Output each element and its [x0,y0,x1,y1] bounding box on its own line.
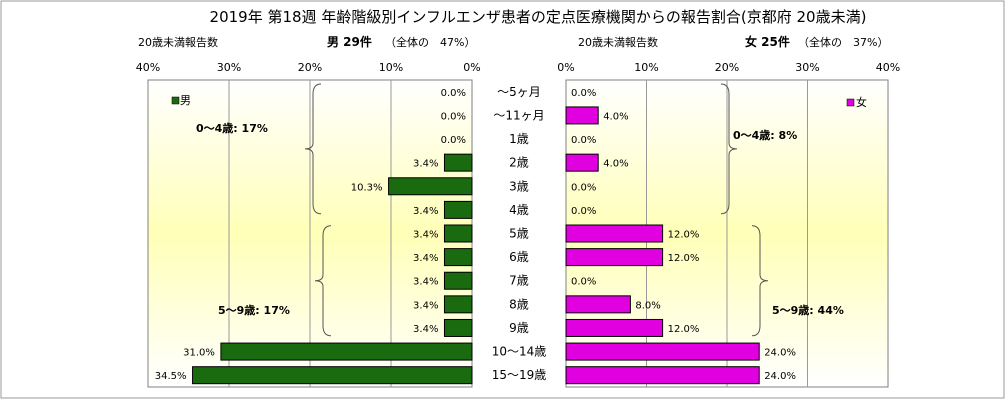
left-value-label: 3.4% [413,230,438,241]
right-bar [565,106,599,125]
category-label: 8歳 [509,297,529,311]
left-legend-swatch [171,96,180,105]
category-label: 7歳 [509,274,529,288]
left-bar [443,248,473,267]
right-value-label: 12.0% [668,324,700,335]
right-value-label: 0.0% [571,182,596,193]
chart-title: 2019年 第18週 年齢階級別インフルエンザ患者の定点医療機関からの報告割合(… [210,8,867,26]
category-label: 10～14歳 [492,345,547,359]
category-label: ～5ヶ月 [497,85,541,99]
right-value-label: 0.0% [571,135,596,146]
left-value-label: 3.4% [413,206,438,217]
left-legend: 男 [171,94,191,107]
right-header: 女 25件 [745,34,790,49]
left-tick-label: 20% [298,61,322,74]
right-brace-5-9 [751,225,769,337]
left-tick-label: 10% [379,61,403,74]
right-value-label: 0.0% [571,206,596,217]
left-brace-0-4 [304,83,322,215]
right-bar [565,153,599,172]
category-label: 5歳 [509,227,529,241]
left-bar [443,318,473,337]
right-tick-label: 30% [795,61,819,74]
right-value-label: 8.0% [635,300,660,311]
left-bar [388,177,473,196]
left-header-note: （全体の 47%） [385,35,475,49]
left-bar [443,153,473,172]
left-value-label: 0.0% [441,88,466,99]
right-bar [565,342,760,361]
category-label: 6歳 [509,250,529,264]
right-brace-0-4 [720,83,738,215]
left-value-label: 3.4% [413,159,438,170]
right-bar [565,295,631,314]
right-legend-swatch [846,98,855,107]
category-label: 4歳 [509,203,529,217]
category-label: 2歳 [509,156,529,170]
right-subtitle: 20歳未満報告数 [578,36,658,49]
left-value-label: 3.4% [413,300,438,311]
left-value-label: 10.3% [351,182,383,193]
right-value-label: 0.0% [571,277,596,288]
left-value-label: 31.0% [183,348,215,359]
left-value-label: 0.0% [441,135,466,146]
left-value-label: 3.4% [413,253,438,264]
category-label: 1歳 [509,132,529,146]
right-annotation-0-4: 0～4歳: 8% [733,128,797,142]
category-label: 9歳 [509,321,529,335]
right-annotation-5-9: 5～9歳: 44% [772,303,844,317]
right-bar [565,318,664,337]
left-tick-label: 40% [136,61,160,74]
left-annotation-5-9: 5～9歳: 17% [218,303,290,317]
left-bar [443,224,473,243]
right-tick-label: 0% [557,61,574,74]
category-label: 3歳 [509,179,529,193]
left-annotation-0-4: 0～4歳: 17% [196,121,268,135]
right-value-label: 24.0% [764,348,796,359]
left-subtitle: 20歳未満報告数 [138,36,218,49]
right-value-label: 0.0% [571,88,596,99]
left-value-label: 0.0% [441,111,466,122]
category-label: 15～19歳 [492,368,547,382]
right-header-note: （全体の 37%） [798,35,888,49]
right-value-label: 12.0% [668,230,700,241]
right-bar [565,248,664,267]
left-value-label: 34.5% [155,371,187,382]
left-tick-label: 0% [463,61,480,74]
right-bar [565,224,664,243]
right-value-label: 12.0% [668,253,700,264]
right-tick-label: 40% [876,61,900,74]
left-bar [220,342,473,361]
right-legend: 女 [846,95,867,109]
left-bar [192,366,473,385]
right-tick-label: 20% [715,61,739,74]
right-bar [565,366,760,385]
left-value-label: 3.4% [413,277,438,288]
left-bar [443,200,473,219]
right-value-label: 4.0% [603,159,628,170]
right-tick-label: 10% [634,61,658,74]
left-brace-5-9 [314,225,332,337]
left-bar [443,271,473,290]
right-value-label: 24.0% [764,371,796,382]
left-tick-label: 30% [217,61,241,74]
left-bar [443,295,473,314]
left-value-label: 3.4% [413,324,438,335]
right-value-label: 4.0% [603,111,628,122]
left-legend-label: 男 [180,94,191,107]
category-label: ～11ヶ月 [493,108,544,122]
left-header: 男 29件 [327,34,372,49]
right-legend-label: 女 [856,95,867,109]
